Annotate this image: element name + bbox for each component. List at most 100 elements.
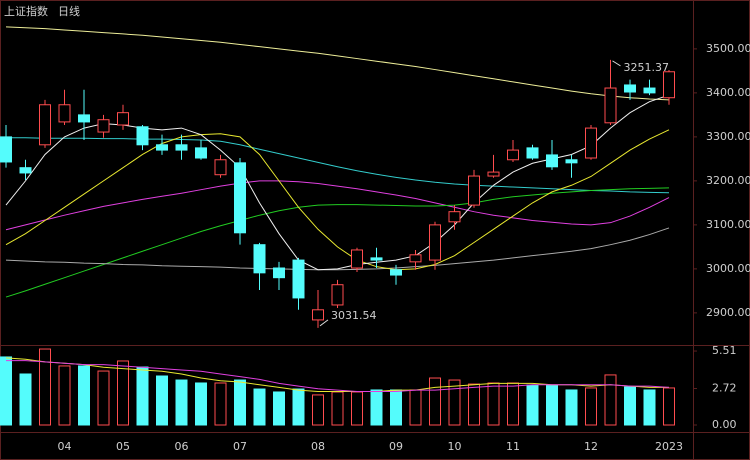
volume-average [6,360,670,392]
volume-bar [58,365,71,426]
volume-bar [0,356,12,426]
candle-body [58,104,71,123]
candle-body [39,104,51,146]
candle-body [0,136,12,163]
x-tick-label: 11 [506,440,520,453]
volume-bar [624,386,636,426]
volume-bar [78,365,90,426]
volume-bar [175,379,188,426]
candle-body [643,87,656,94]
candle-body [429,224,441,261]
x-tick-label: 09 [389,440,403,453]
x-tick-label: 10 [448,440,462,453]
y-tick-label: 3200.00 [706,174,750,187]
volume-bar [253,388,266,426]
period: 日线 [58,4,80,18]
volume-bar [292,388,305,426]
annotation-arrow [319,319,329,327]
candle-body [331,284,344,306]
y-tick-label: 3400.00 [706,86,750,99]
volume-bar [663,387,675,426]
candle-body [546,154,558,168]
volume-bar [448,379,461,426]
candle-body [97,119,110,133]
candle-body [156,144,168,151]
candle-body [234,162,246,234]
y-tick-label: 3000.00 [706,262,750,275]
x-tick-label: 06 [175,440,189,453]
high-annotation: 3251.37 [624,61,670,74]
candle-body [136,126,149,146]
moving-average [5,26,670,101]
volume-bar [643,389,656,426]
candle-body [585,127,597,159]
volume-bar [156,375,168,426]
volume-bar [331,391,344,426]
volume-bar [351,391,363,426]
volume-bar [370,389,383,426]
volume-bar [234,379,246,426]
candle-body [663,71,675,99]
moving-average [5,180,670,231]
volume-bar [429,377,441,426]
volume-bar [487,382,500,426]
volume-bar [214,382,227,426]
y-tick-label: 2900.00 [706,306,750,319]
candle-body [253,244,266,274]
candle-body [604,87,617,124]
volume-bar [526,384,539,426]
candle-body [117,112,129,126]
candle-body [468,175,480,206]
moving-average [6,137,670,194]
volume-bar [273,391,285,426]
moving-average [5,187,670,298]
volume-bar [565,389,578,426]
candle-body [565,159,578,164]
volume-bar [468,383,480,426]
volume-tick-label: 0.00 [712,418,737,431]
moving-average [5,129,670,271]
volume-bar [390,389,402,426]
candle-body [487,171,500,177]
candle-body [409,254,422,263]
volume-bar [409,389,422,426]
low-annotation: 3031.54 [331,309,377,322]
volume-tick-label: 5.51 [712,344,737,357]
candle-body [312,309,324,321]
volume-bar [585,387,597,426]
candle-body [370,257,383,261]
candle-body [448,211,461,223]
moving-average [5,94,670,271]
candle-body [78,114,90,123]
moving-average [5,227,670,271]
candle-body [351,249,363,269]
candle-body [507,149,519,161]
candle-body [526,147,539,159]
volume-tick-label: 2.72 [712,381,737,394]
chart-title: 上证指数 [4,4,48,18]
candle-body [19,167,32,174]
volume-bar [117,360,129,426]
y-tick-label: 3500.00 [706,42,750,55]
candle-body [195,147,207,159]
x-tick-label: 12 [584,440,598,453]
volume-bar [546,384,558,426]
candle-body [390,269,402,276]
candle-body [624,84,636,93]
candle-body [214,159,227,176]
y-tick-label: 3100.00 [706,218,750,231]
candle-body [292,259,305,299]
volume-bar [97,370,110,426]
volume-bar [136,366,149,426]
volume-bar [507,382,519,426]
x-tick-label: 04 [58,440,72,453]
x-tick-label: 08 [311,440,325,453]
volume-bar [604,374,617,426]
volume-bar [39,348,51,426]
volume-bar [312,394,324,426]
volume-bar [19,373,32,426]
candle-body [175,144,188,151]
candle-body [273,267,285,279]
y-tick-label: 3300.00 [706,130,750,143]
